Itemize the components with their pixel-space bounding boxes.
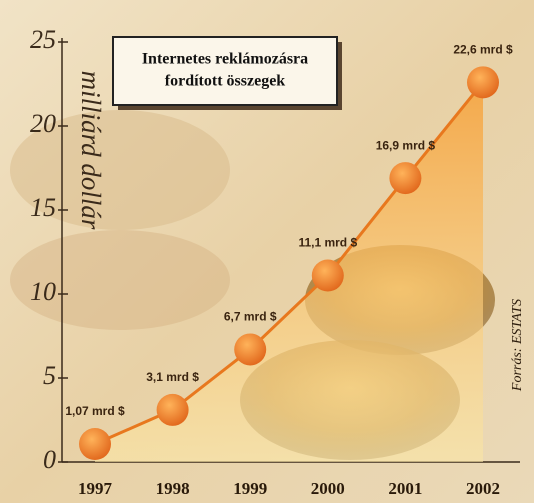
y-axis-label: milliárd dollár (76, 71, 106, 230)
point (467, 66, 499, 98)
value-label: 11,1 mrd $ (298, 236, 357, 250)
title-box (113, 37, 337, 105)
x-tick-label: 2001 (388, 479, 422, 498)
y-tick-label: 20 (30, 109, 56, 138)
x-tick-label: 1999 (233, 479, 267, 498)
point (157, 394, 189, 426)
value-label: 3,1 mrd $ (146, 370, 199, 384)
y-tick-label: 25 (30, 25, 56, 54)
y-tick-label: 15 (30, 193, 56, 222)
value-label: 22,6 mrd $ (453, 42, 513, 56)
point (79, 428, 111, 460)
point (234, 333, 266, 365)
y-tick-label: 0 (43, 445, 56, 474)
value-label: 1,07 mrd $ (65, 404, 125, 418)
x-tick-label: 2002 (466, 479, 500, 498)
x-tick-label: 1998 (156, 479, 190, 498)
source: Forrás: ESTATS (510, 299, 525, 392)
x-tick-label: 2000 (311, 479, 345, 498)
y-tick-label: 5 (43, 361, 56, 390)
x-tick-label: 1997 (78, 479, 113, 498)
point (389, 162, 421, 194)
chart: 0 5 10 15 20 25 1997 1998 1999 2000 2001 2002 1,07 m… (0, 0, 534, 503)
value-label: 6,7 mrd $ (224, 310, 277, 324)
chart-title: Internetes reklámozásra (142, 51, 308, 68)
value-label: 16,9 mrd $ (376, 138, 436, 152)
chart-title: fordított összegek (165, 73, 286, 90)
y-tick-label: 10 (30, 277, 56, 306)
point (312, 260, 344, 292)
